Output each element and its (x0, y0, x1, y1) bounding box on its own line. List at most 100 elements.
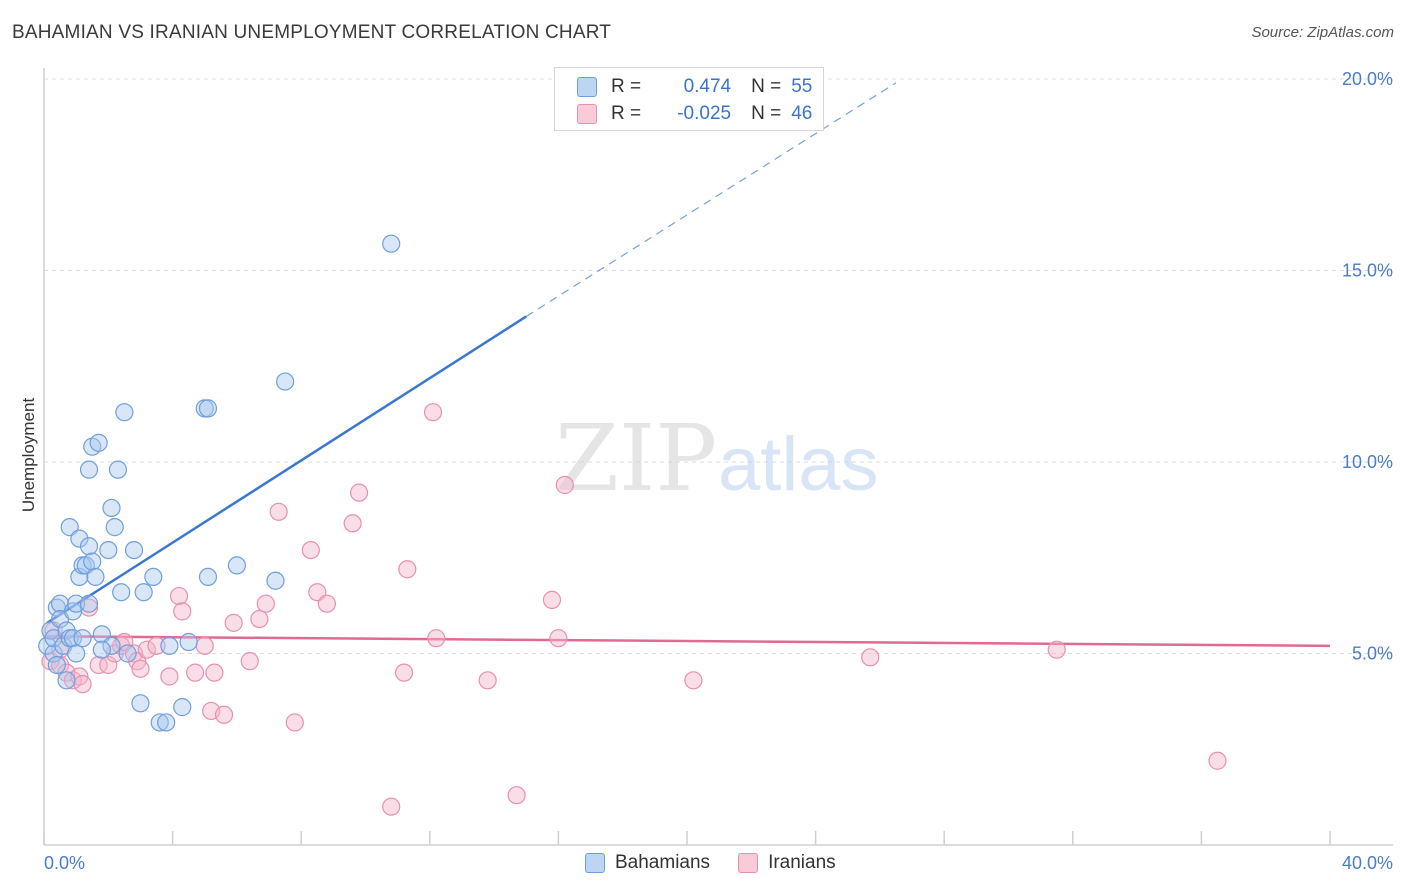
legend-row-iranians: R = -0.025 N = 46 (577, 101, 812, 127)
point-bahamian (157, 713, 176, 732)
point-iranian (169, 586, 189, 606)
point-iranian (507, 786, 526, 805)
point-iranian (394, 663, 414, 682)
point-iranian (285, 713, 304, 732)
point-bahamian (89, 433, 108, 452)
watermark: ZIP atlas (555, 405, 879, 512)
point-iranian (423, 403, 443, 422)
point-iranian (382, 797, 401, 816)
point-bahamian (198, 567, 218, 587)
y-axis-label: Unemployment (19, 398, 38, 513)
point-iranian (160, 667, 179, 686)
legend-item-bahamians[interactable]: Bahamians (585, 852, 710, 874)
grid-lines (44, 78, 1393, 654)
point-bahamian (79, 537, 99, 556)
y-tick-label: 20.0% (1342, 69, 1393, 89)
point-bahamian (112, 583, 131, 602)
legend-r-label: R = (611, 103, 642, 124)
legend-swatch-pink (738, 853, 759, 873)
point-bahamian (70, 529, 89, 548)
trend-extension-bahamians (525, 82, 897, 317)
point-bahamian (227, 556, 246, 575)
point-iranian (343, 514, 362, 533)
point-iranian (89, 655, 108, 675)
legend-r-value: -0.025 (677, 103, 732, 124)
point-iranian (195, 636, 214, 655)
point-bahamian (44, 644, 63, 663)
point-bahamian (102, 498, 121, 518)
point-iranian (684, 671, 703, 690)
point-bahamian (134, 583, 153, 602)
point-iranian (173, 602, 192, 621)
point-iranian (205, 663, 224, 682)
legend-swatch-blue (585, 853, 605, 873)
point-bahamian (198, 399, 218, 418)
point-iranian (349, 483, 369, 502)
point-bahamian (160, 636, 179, 655)
point-bahamian (179, 632, 198, 652)
chart-title: BAHAMIAN VS IRANIAN UNEMPLOYMENT CORRELA… (12, 22, 612, 43)
point-bahamian (83, 552, 102, 571)
watermark-zip: ZIP (555, 405, 717, 512)
trend-line-iranians (47, 635, 1331, 648)
tick-labels: 5.0% 10.0% 15.0% 20.0% 0.0% 40.0% (44, 69, 1393, 873)
watermark-atlas: atlas (718, 422, 879, 507)
legend-swatch-blue (577, 77, 597, 97)
series-legend: Bahamians Iranians (585, 852, 864, 874)
point-bahamian (99, 540, 118, 560)
legend-n-value: 46 (791, 103, 813, 124)
legend-item-iranians[interactable]: Iranians (738, 852, 836, 874)
point-iranian (73, 675, 92, 694)
trend-line-bahamians (46, 315, 527, 624)
point-bahamian (102, 636, 121, 655)
y-tick-label: 10.0% (1342, 452, 1393, 472)
trend-lines (46, 82, 1331, 648)
y-tick-label: 5.0% (1352, 644, 1393, 664)
axes (43, 68, 1393, 846)
legend-row-bahamians: R = 0.474 N = 55 (577, 74, 812, 100)
point-iranian (250, 609, 269, 629)
point-iranian (147, 636, 166, 655)
x-tick-label: 40.0% (1342, 853, 1393, 873)
legend-r-label: R = (611, 76, 642, 97)
legend-label-bahamians: Bahamians (615, 852, 711, 873)
point-bahamian (150, 713, 169, 732)
point-bahamian (124, 540, 144, 560)
point-iranian (224, 613, 243, 632)
legend-n-value: 55 (791, 76, 813, 97)
point-iranian (1047, 640, 1066, 659)
point-bahamian (92, 640, 111, 659)
point-bahamian (382, 234, 401, 253)
point-iranian (549, 629, 568, 648)
point-iranian (131, 659, 150, 678)
point-iranian (555, 475, 574, 495)
point-bahamian (70, 567, 89, 587)
point-bahamian (144, 567, 163, 587)
point-iranian (137, 640, 156, 659)
point-bahamian (276, 372, 295, 391)
point-bahamian (266, 571, 285, 590)
point-bahamian (105, 518, 124, 537)
point-iranian (240, 652, 259, 671)
point-bahamian (73, 629, 92, 648)
point-iranian (186, 663, 205, 682)
point-bahamian (79, 460, 99, 479)
legend-r-value: 0.474 (683, 76, 732, 97)
point-iranian (542, 590, 562, 609)
legend-n-label: N = (751, 76, 782, 97)
point-iranian (478, 671, 497, 690)
legend-label-iranians: Iranians (768, 852, 836, 873)
point-bahamian (57, 671, 76, 690)
point-iranian (301, 540, 320, 560)
point-bahamian (131, 694, 150, 713)
point-bahamian (67, 594, 86, 613)
legend-n-label: N = (751, 103, 782, 124)
point-iranian (427, 629, 446, 648)
point-iranian (256, 594, 275, 613)
point-bahamian (108, 460, 128, 479)
point-iranian (861, 648, 880, 667)
point-bahamian (79, 594, 99, 613)
point-bahamian (118, 644, 137, 663)
point-iranian (398, 560, 417, 579)
